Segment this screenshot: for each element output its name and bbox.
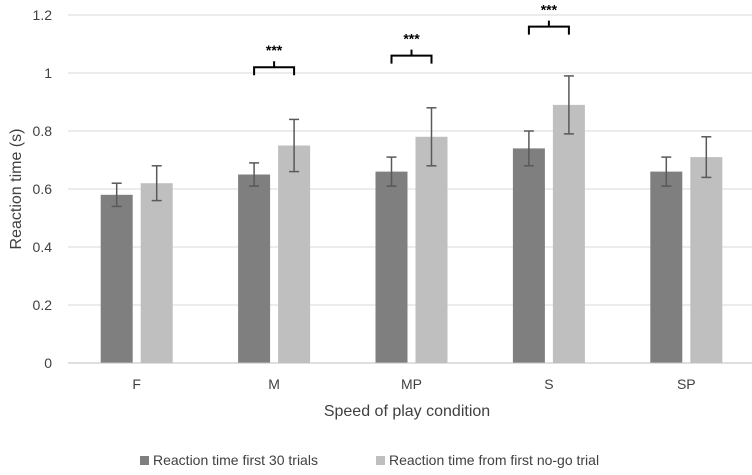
legend: Reaction time first 30 trials Reaction t… (140, 452, 599, 468)
significance-annotations: *** *** *** (253, 2, 570, 76)
y-axis-title: Reaction time (s) (8, 129, 25, 250)
legend-label-first-30-trials: Reaction time first 30 trials (153, 452, 318, 468)
x-axis-title: Speed of play condition (324, 403, 490, 420)
significance-bracket-m: *** (253, 42, 296, 76)
significance-label-s: *** (541, 2, 558, 18)
y-tick-label: 1 (44, 65, 52, 81)
y-tick-label: 0.4 (33, 239, 53, 255)
significance-label-m: *** (266, 42, 283, 58)
significance-bracket-mp: *** (390, 31, 433, 64)
bar-f-series-2 (140, 183, 173, 363)
bar-s-series-1 (512, 148, 545, 363)
error-bar-f-series-1 (111, 182, 122, 208)
legend-swatch-first-30-trials (140, 456, 149, 465)
y-tick-label: 0.6 (33, 181, 53, 197)
x-tick-label-s: S (544, 376, 553, 392)
error-bar-mp-series-2 (426, 107, 437, 167)
legend-label-first-no-go-trial: Reaction time from first no-go trial (389, 452, 599, 468)
bar-sp-series-2 (690, 157, 723, 363)
significance-bracket-s: *** (527, 2, 570, 35)
y-tick-label: 0.8 (33, 123, 53, 139)
significance-label-mp: *** (403, 31, 420, 47)
error-bar-sp-series-1 (661, 156, 672, 187)
bar-s-series-2 (552, 104, 585, 364)
y-tick-label: 1.2 (33, 7, 53, 23)
error-bar-s-series-1 (523, 130, 534, 167)
bar-sp-series-1 (650, 171, 683, 363)
bar-mp-series-1 (375, 171, 408, 363)
bar-mp-series-2 (415, 136, 448, 363)
error-bar-f-series-2 (151, 165, 162, 202)
bars (100, 104, 723, 364)
error-bar-mp-series-1 (386, 156, 397, 187)
error-bars (111, 75, 712, 208)
error-bar-sp-series-2 (701, 136, 712, 179)
x-tick-label-sp: SP (677, 376, 696, 392)
error-bar-m-series-2 (289, 118, 300, 173)
bar-f-series-1 (100, 194, 133, 363)
error-bar-s-series-2 (563, 75, 574, 135)
x-tick-label-m: M (268, 376, 280, 392)
error-bar-m-series-1 (249, 162, 260, 187)
x-tick-label-mp: MP (401, 376, 422, 392)
bar-m-series-1 (238, 174, 271, 363)
legend-swatch-first-no-go-trial (376, 456, 385, 465)
y-tick-labels: 0 0.2 0.4 0.6 0.8 1 1.2 (33, 7, 53, 371)
x-tick-labels: F M MP S SP (132, 376, 695, 392)
bar-m-series-2 (278, 145, 311, 363)
y-tick-label: 0.2 (33, 297, 53, 313)
y-tick-label: 0 (44, 355, 52, 371)
x-tick-label-f: F (132, 376, 141, 392)
gridlines (68, 14, 752, 306)
